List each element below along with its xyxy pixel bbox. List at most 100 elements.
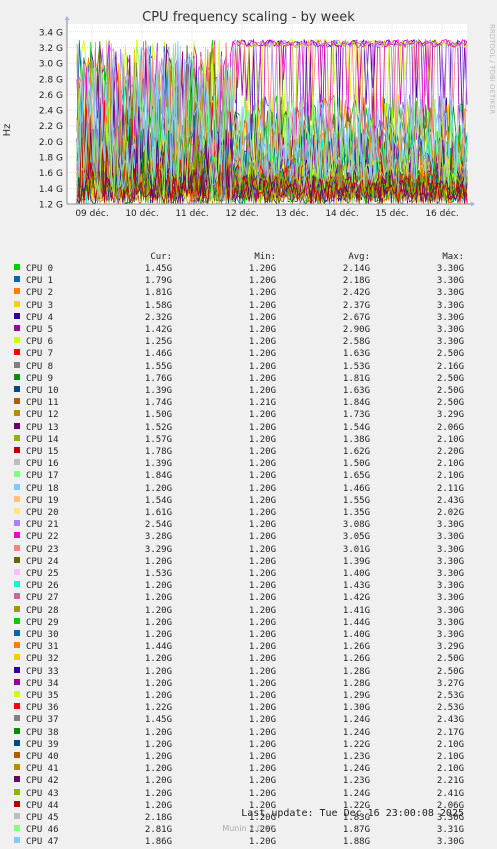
- series-line: [76, 40, 468, 202]
- y-tick-label: 1.4 G: [39, 185, 63, 195]
- max-value: 2.50G: [436, 373, 464, 384]
- min-value: 1.20G: [248, 532, 276, 543]
- min-value: 1.20G: [248, 776, 276, 787]
- min-value: 1.20G: [248, 337, 276, 348]
- legend-swatch: [14, 642, 20, 649]
- min-value: 1.20G: [248, 508, 276, 518]
- min-value: 1.20G: [248, 813, 276, 823]
- avg-value: 1.63G: [342, 386, 370, 396]
- legend-swatch: [14, 666, 20, 673]
- min-value: 1.20G: [248, 386, 276, 396]
- cur-value: 1.50G: [144, 410, 172, 421]
- max-value: 3.30G: [436, 581, 464, 592]
- legend-swatch: [14, 373, 20, 380]
- legend-row: CPU 34 1.20G 1.20G 1.28G 3.27G: [0, 678, 497, 691]
- min-value: 1.20G: [248, 544, 276, 555]
- legend-swatch: [14, 532, 20, 539]
- avg-value: 1.40G: [342, 630, 370, 640]
- legend-row: CPU 37 1.45G 1.20G 1.24G 2.43G: [0, 715, 497, 727]
- max-value: 2.10G: [436, 752, 464, 762]
- series-line: [76, 43, 468, 202]
- axes: [64, 16, 475, 207]
- max-value: 2.50G: [436, 654, 464, 665]
- legend-swatch: [14, 312, 20, 319]
- avg-value: 1.22G: [342, 739, 370, 750]
- max-value: 2.43G: [436, 495, 464, 506]
- munin-version: Munin 2.0.67: [222, 824, 275, 833]
- cur-value: 1.46G: [144, 349, 172, 360]
- legend-swatch: [14, 703, 20, 710]
- series-name: CPU 32: [26, 654, 59, 665]
- series-name: CPU 5: [26, 325, 54, 335]
- x-tick-label: 09 déc.: [75, 208, 108, 219]
- cur-value: 1.20G: [144, 752, 172, 762]
- legend-swatch: [14, 813, 20, 819]
- max-value: 2.50G: [436, 349, 464, 360]
- legend-row: CPU 8 1.55G 1.20G 1.53G 2.16G: [0, 361, 497, 374]
- legend-swatch: [14, 825, 20, 832]
- x-tick-labels: 09 déc. 10 déc. 11 déc. 12 déc. 13 déc. 14 dé…: [75, 208, 458, 219]
- legend-row: CPU 46 2.81G 1.20G 1.87G 3.31G: [0, 825, 497, 837]
- legend-row: CPU 31 1.44G 1.20G 1.26G 3.29G: [0, 642, 497, 654]
- min-value: 1.21G: [248, 398, 276, 409]
- avg-value: 3.05G: [342, 532, 370, 543]
- legend-row: CPU 12 1.50G 1.20G 1.73G 3.29G: [0, 410, 497, 422]
- max-value: 2.11G: [436, 483, 464, 494]
- series-name: CPU 2: [26, 288, 54, 299]
- min-value: 1.20G: [248, 447, 276, 457]
- avg-value: 1.63G: [342, 349, 370, 360]
- avg-value: 1.35G: [342, 508, 370, 518]
- series-name: CPU 0: [26, 264, 54, 274]
- legend-swatch: [14, 422, 20, 429]
- max-value: 3.30G: [436, 630, 464, 640]
- series-name: CPU 9: [26, 373, 54, 384]
- cur-value: 1.20G: [144, 605, 172, 616]
- legend-row: CPU 1 1.79G 1.20G 2.18G 3.30G: [0, 276, 497, 288]
- legend-row: CPU 5 1.42G 1.20G 2.90G 3.30G: [0, 325, 497, 337]
- max-value: 3.30G: [436, 276, 464, 287]
- legend-swatch: [14, 337, 20, 344]
- legend-row: CPU 27 1.20G 1.20G 1.42G 3.30G: [0, 593, 497, 605]
- series-name: CPU 19: [26, 495, 59, 506]
- legend-row: CPU 43 1.20G 1.20G 1.24G 2.41G: [0, 788, 497, 801]
- legend-row: CPU 44 1.20G 1.20G 1.22G 2.06G: [0, 800, 497, 813]
- max-value: 2.16G: [436, 361, 464, 372]
- avg-value: 1.83G: [342, 813, 370, 823]
- series-name: CPU 17: [26, 471, 59, 482]
- legend-header: Cur: Min: Avg: Max:: [0, 252, 497, 264]
- header-min: Min:: [254, 252, 276, 262]
- legend-row: CPU 39 1.20G 1.20G 1.22G 2.10G: [0, 739, 497, 752]
- min-value: 1.20G: [248, 739, 276, 750]
- legend-row: CPU 11 1.74G 1.21G 1.84G 2.50G: [0, 398, 497, 410]
- series-name: CPU 46: [26, 825, 59, 836]
- legend-swatch: [14, 776, 20, 783]
- cur-value: 1.53G: [144, 569, 172, 579]
- avg-value: 2.67G: [342, 312, 370, 323]
- x-tick-label: 10 déc.: [125, 208, 158, 219]
- max-value: 2.17G: [436, 727, 464, 738]
- max-value: 2.10G: [436, 459, 464, 470]
- legend-row: CPU 26 1.20G 1.20G 1.43G 3.30G: [0, 581, 497, 593]
- legend-swatch: [14, 764, 20, 771]
- legend-row: CPU 7 1.46G 1.20G 1.63G 2.50G: [0, 349, 497, 361]
- max-value: 3.30G: [436, 813, 464, 823]
- legend-swatch: [14, 752, 20, 758]
- series-name: CPU 25: [26, 569, 59, 579]
- legend-swatch: [14, 569, 20, 575]
- series-name: CPU 8: [26, 361, 54, 372]
- min-value: 1.20G: [248, 581, 276, 592]
- cur-value: 1.22G: [144, 703, 172, 714]
- avg-value: 1.46G: [342, 483, 370, 494]
- cur-value: 1.20G: [144, 630, 172, 640]
- y-tick-labels: 1.2 G 1.4 G 1.6 G 1.8 G 2.0 G 2.2 G 2.4 G 2.6 G…: [39, 28, 63, 210]
- avg-value: 2.90G: [342, 325, 370, 335]
- avg-value: 1.23G: [342, 752, 370, 762]
- legend-row: CPU 22 3.28G 1.20G 3.05G 3.30G: [0, 532, 497, 544]
- cur-value: 1.79G: [144, 276, 172, 287]
- last-update: Last update: Tue Dec 16 23:00:08 2025: [241, 808, 464, 819]
- legend-swatch: [14, 264, 20, 270]
- min-value: 1.20G: [248, 410, 276, 421]
- series-name: CPU 41: [26, 764, 59, 775]
- series-name: CPU 15: [26, 447, 59, 457]
- avg-value: 1.30G: [342, 703, 370, 714]
